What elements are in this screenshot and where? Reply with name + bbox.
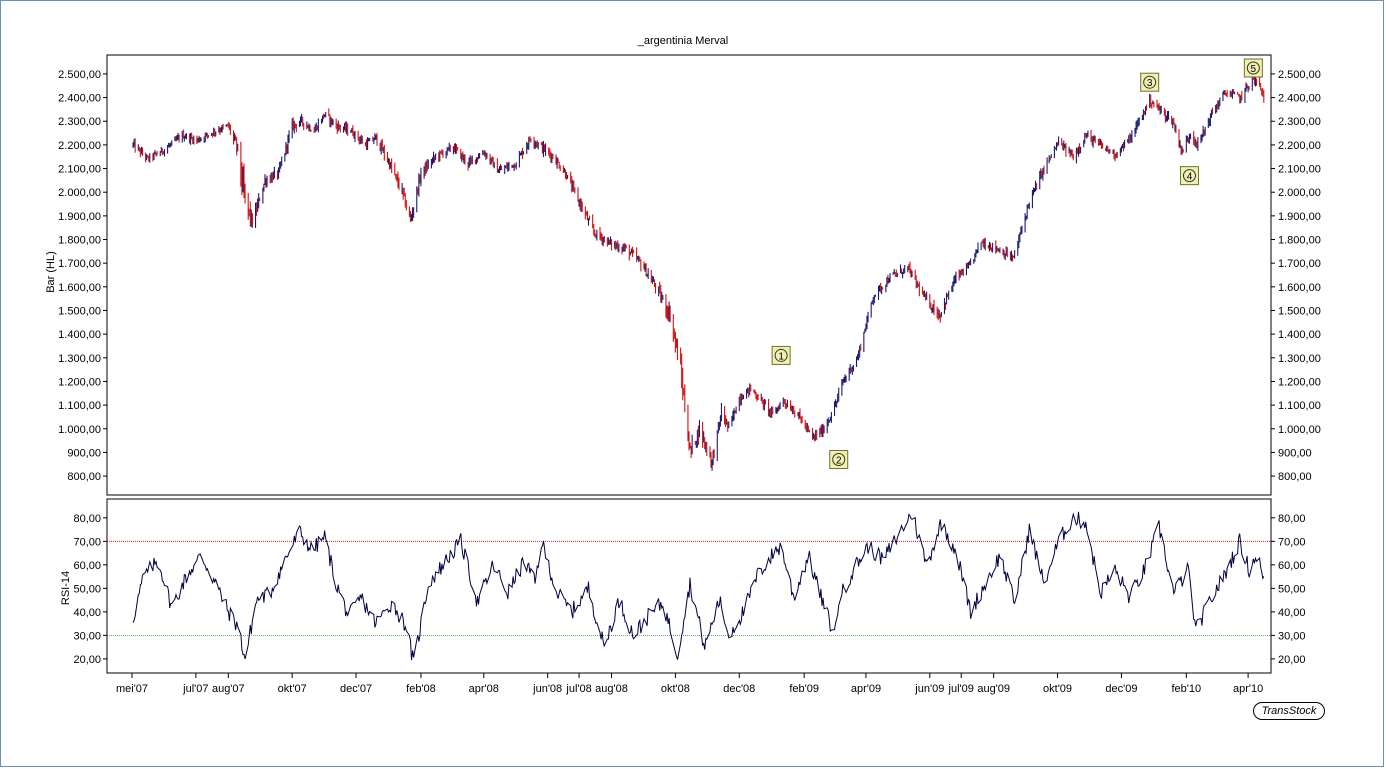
x-tick-label: jun'09: [914, 683, 944, 695]
price-y-tick-label-right: 1.600,00: [1278, 282, 1321, 294]
x-tick-label: feb'09: [789, 683, 819, 695]
x-tick-label: jul'09: [948, 683, 974, 695]
price-y-tick-label-right: 2.200,00: [1278, 140, 1321, 152]
price-y-tick-label-right: 900,00: [1278, 447, 1312, 459]
x-tick-label: apr'09: [851, 683, 881, 695]
price-y-tick-label-left: 1.100,00: [58, 400, 101, 412]
x-tick-label: dec'07: [340, 683, 372, 695]
wave-label-4: 4: [1179, 166, 1199, 186]
price-y-tick-label-left: 1.200,00: [58, 376, 101, 388]
price-plot-area: [106, 54, 1272, 496]
price-y-tick-label-left: 1.300,00: [58, 353, 101, 365]
price-y-tick-label-left: 1.000,00: [58, 424, 101, 436]
x-tick-label: aug'09: [977, 683, 1010, 695]
price-y-tick-label-right: 1.000,00: [1278, 424, 1321, 436]
price-y-tick-label-right: 1.100,00: [1278, 400, 1321, 412]
wave-label-text: 3: [1147, 78, 1153, 89]
price-panel: 800,00 800,00 900,00 900,00 1.000,00 1.000,00…: [45, 54, 1321, 496]
price-y-tick-label-right: 1.800,00: [1278, 235, 1321, 247]
x-tick-label: dec'09: [1105, 683, 1137, 695]
x-tick-label: okt'08: [661, 683, 690, 695]
price-y-tick-label-left: 2.200,00: [58, 140, 101, 152]
rsi-y-tick-label-right: 20,00: [1278, 654, 1306, 666]
wave-label-3: 3: [1140, 72, 1160, 92]
price-y-tick-label-left: 1.900,00: [58, 211, 101, 223]
wave-label-text: 5: [1251, 64, 1257, 75]
rsi-y-tick-label-left: 40,00: [73, 607, 101, 619]
price-y-tick-label-left: 1.800,00: [58, 235, 101, 247]
rsi-y-label: RSI-14: [60, 571, 72, 605]
price-y-tick-label-left: 2.500,00: [58, 69, 101, 81]
x-tick-label: apr'08: [469, 683, 499, 695]
price-y-tick-label-right: 2.400,00: [1278, 93, 1321, 105]
price-y-tick-label-left: 1.500,00: [58, 305, 101, 317]
rsi-y-tick-label-left: 80,00: [73, 513, 101, 525]
chart-title: _argentinia Merval: [637, 35, 729, 47]
transstock-logo: TransStock: [1253, 702, 1325, 720]
price-y-tick-label-left: 1.600,00: [58, 282, 101, 294]
price-y-tick-label-left: 2.400,00: [58, 93, 101, 105]
price-y-tick-label-left: 1.400,00: [58, 329, 101, 341]
price-y-tick-label-right: 1.400,00: [1278, 329, 1321, 341]
x-tick-label: okt'07: [278, 683, 307, 695]
price-y-axis: 800,00 800,00 900,00 900,00 1.000,00 1.000,00…: [58, 69, 1321, 483]
x-tick-label: feb'10: [1172, 683, 1202, 695]
price-bars: [132, 72, 1265, 471]
rsi-y-tick-label-left: 30,00: [73, 630, 101, 642]
rsi-reference-lines: [107, 540, 1271, 636]
rsi-panel: 20,00 20,00 30,00 30,00 40,00 40,00 50,00 50,00…: [60, 498, 1306, 674]
price-y-tick-label-right: 1.300,00: [1278, 353, 1321, 365]
price-y-tick-label-right: 1.900,00: [1278, 211, 1321, 223]
rsi-y-tick-label-right: 30,00: [1278, 630, 1306, 642]
rsi-y-tick-label-left: 50,00: [73, 583, 101, 595]
rsi-y-tick-label-left: 20,00: [73, 654, 101, 666]
wave-label-2: 2: [829, 450, 849, 470]
x-tick-label: aug'07: [212, 683, 245, 695]
price-y-tick-label-right: 2.100,00: [1278, 164, 1321, 176]
rsi-y-tick-label-right: 50,00: [1278, 583, 1306, 595]
price-y-tick-label-left: 900,00: [67, 447, 101, 459]
price-y-tick-label-left: 800,00: [67, 471, 101, 483]
price-y-tick-label-right: 2.500,00: [1278, 69, 1321, 81]
price-y-tick-label-right: 1.700,00: [1278, 258, 1321, 270]
x-tick-label: jul'08: [565, 683, 591, 695]
rsi-plot-area: [106, 498, 1272, 674]
wave-label-text: 4: [1187, 172, 1193, 183]
x-tick-label: dec'08: [723, 683, 755, 695]
x-tick-label: apr'10: [1233, 683, 1263, 695]
price-y-tick-label-left: 2.000,00: [58, 187, 101, 199]
price-y-tick-label-left: 2.300,00: [58, 116, 101, 128]
rsi-y-tick-label-right: 70,00: [1278, 536, 1306, 548]
x-tick-label: mei'07: [116, 683, 148, 695]
rsi-y-tick-label-left: 70,00: [73, 536, 101, 548]
wave-label-1: 1: [771, 345, 791, 365]
price-y-tick-label-right: 1.200,00: [1278, 376, 1321, 388]
wave-annotations: 1 2 3 4 5: [771, 58, 1263, 470]
rsi-y-tick-label-right: 40,00: [1278, 607, 1306, 619]
rsi-y-tick-label-right: 80,00: [1278, 513, 1306, 525]
wave-label-text: 1: [778, 351, 784, 362]
price-y-tick-label-left: 1.700,00: [58, 258, 101, 270]
price-y-tick-label-right: 2.000,00: [1278, 187, 1321, 199]
x-tick-label: aug'08: [595, 683, 628, 695]
wave-label-5: 5: [1243, 58, 1263, 78]
price-y-tick-label-right: 800,00: [1278, 471, 1312, 483]
rsi-y-tick-label-right: 60,00: [1278, 560, 1306, 572]
rsi-y-tick-label-left: 60,00: [73, 560, 101, 572]
x-tick-label: jul'07: [182, 683, 208, 695]
price-y-label: Bar (HL): [45, 251, 57, 293]
x-tick-label: feb'08: [406, 683, 436, 695]
x-axis: mei'07 jul'07 aug'07 okt'07 dec'07 feb'08 apr'…: [107, 672, 1271, 695]
x-tick-label: okt'09: [1043, 683, 1072, 695]
wave-label-text: 2: [836, 456, 842, 467]
rsi-y-axis: 20,00 20,00 30,00 30,00 40,00 40,00 50,00 50,00…: [73, 513, 1305, 666]
price-y-tick-label-left: 2.100,00: [58, 164, 101, 176]
price-y-tick-label-right: 2.300,00: [1278, 116, 1321, 128]
x-tick-label: jun'08: [532, 683, 562, 695]
price-y-tick-label-right: 1.500,00: [1278, 305, 1321, 317]
rsi-series-line: [132, 511, 1265, 661]
